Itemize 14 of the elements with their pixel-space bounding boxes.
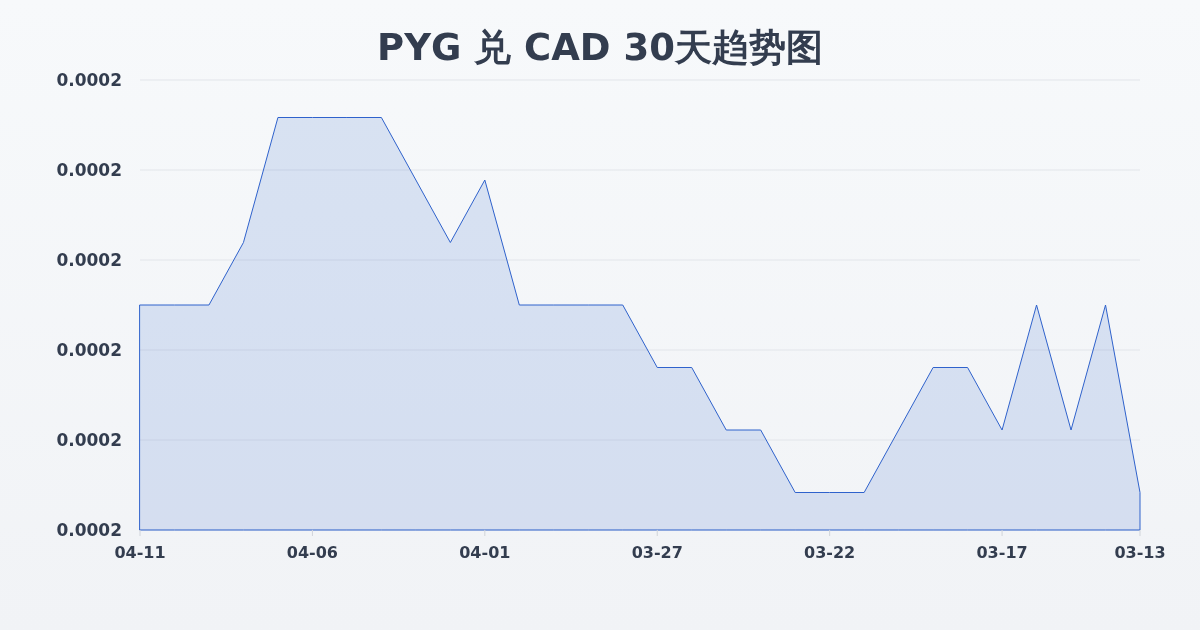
y-tick-label: 0.0002 xyxy=(56,249,122,270)
y-tick-label: 0.0002 xyxy=(56,159,122,180)
chart-title: PYG 兑 CAD 30天趋势图 xyxy=(377,26,823,69)
y-tick-label: 0.0002 xyxy=(56,69,122,90)
x-tick-label: 03-22 xyxy=(804,543,856,562)
x-tick-label: 04-06 xyxy=(286,543,338,562)
x-tick-label: 04-11 xyxy=(114,543,166,562)
x-tick-label: 03-17 xyxy=(976,543,1028,562)
x-tick-label: 03-27 xyxy=(631,543,683,562)
y-tick-label: 0.0002 xyxy=(56,339,122,360)
x-tick-label: 04-01 xyxy=(459,543,511,562)
y-tick-label: 0.0002 xyxy=(56,519,122,540)
x-tick-label: 03-13 xyxy=(1114,543,1166,562)
y-tick-label: 0.0002 xyxy=(56,429,122,450)
